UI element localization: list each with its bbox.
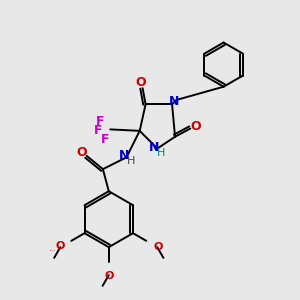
Text: N: N: [119, 149, 129, 162]
Text: O: O: [190, 120, 201, 133]
Text: O: O: [136, 76, 146, 89]
Text: N: N: [148, 141, 159, 154]
Text: O: O: [76, 146, 87, 159]
Text: F: F: [96, 115, 104, 128]
Text: O: O: [153, 242, 162, 253]
Text: H: H: [127, 156, 135, 166]
Text: H: H: [157, 148, 165, 158]
Text: F: F: [101, 133, 109, 146]
Text: O: O: [104, 271, 113, 281]
Text: methoxy: methoxy: [50, 250, 56, 251]
Text: F: F: [94, 124, 102, 137]
Text: N: N: [169, 95, 179, 108]
Text: O: O: [55, 241, 64, 251]
